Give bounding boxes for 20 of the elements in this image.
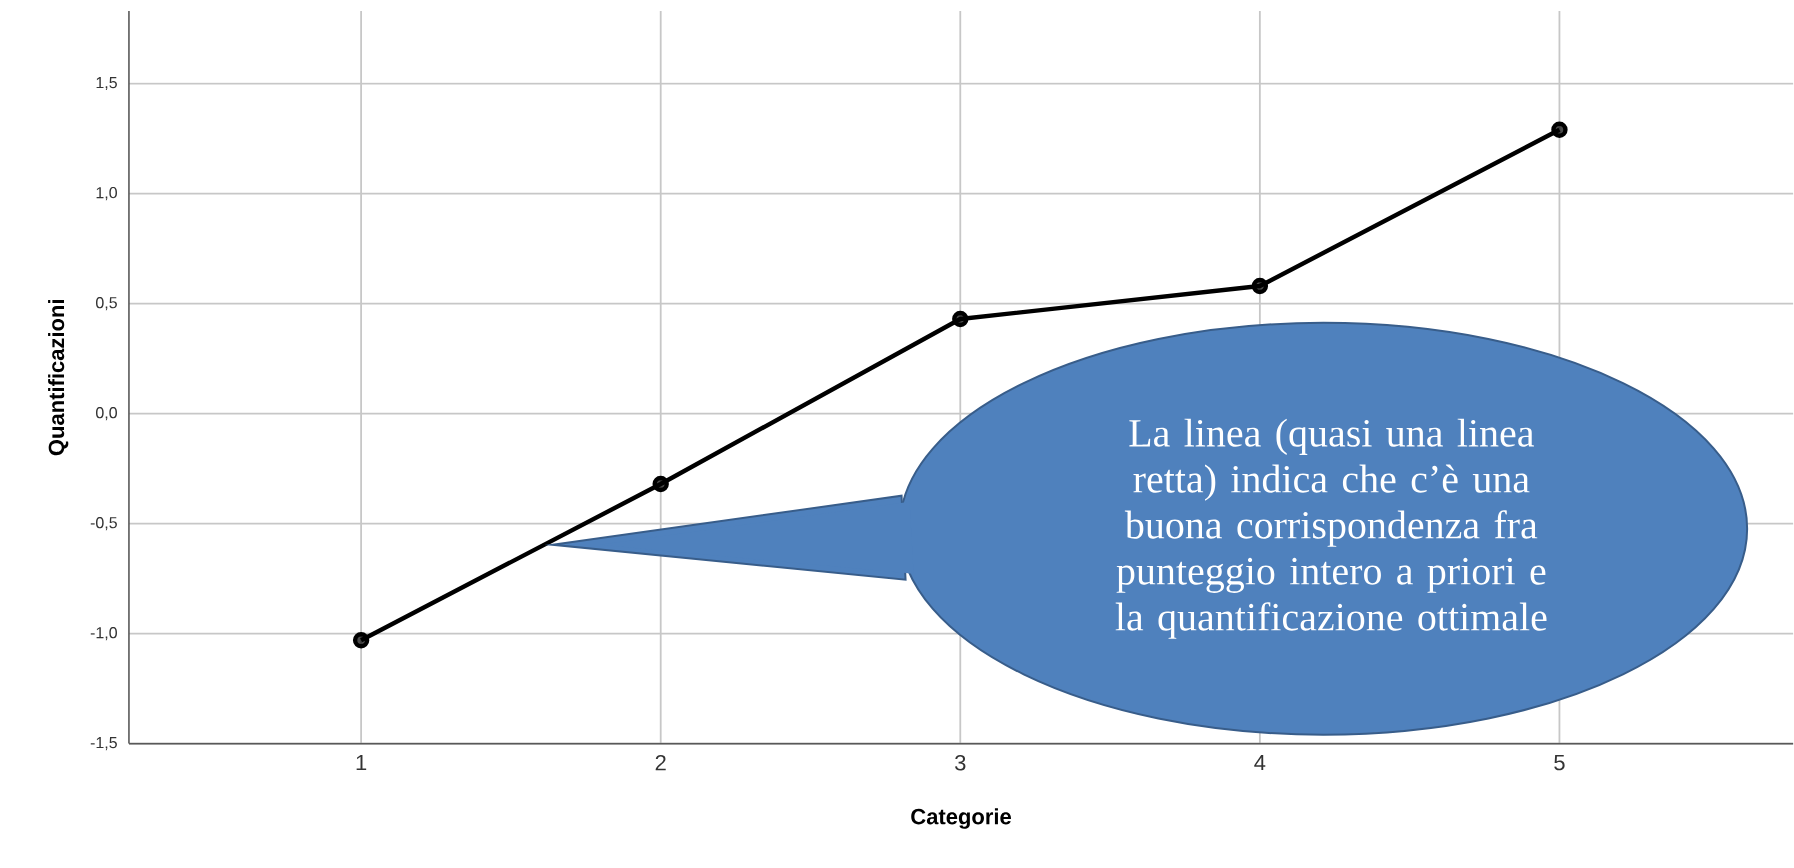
point (652, 476, 669, 493)
point (1251, 278, 1269, 295)
y-tick-label: 1,5 (96, 77, 117, 91)
y-tick-label: 0,5 (96, 297, 117, 311)
point (952, 311, 969, 328)
x-tick-label: 3 (955, 755, 966, 771)
x-axis-title: Categorie (911, 808, 1011, 830)
y-axis-title: Quantificazioni (48, 300, 69, 456)
x-tick-label: 4 (1254, 755, 1266, 771)
x-tick-label: 1 (356, 755, 367, 771)
x-tick-label: 5 (1554, 755, 1565, 771)
y-tick-label: -0,5 (90, 517, 117, 531)
y-tick-label: -1,5 (90, 737, 117, 751)
point (1551, 121, 1568, 139)
annotation: La linea (quasi una linea retta) indica che c’è una buona corrispondenza fra punteggio intero a priori e la quantificazione ottimale (1115, 418, 1547, 640)
point (352, 632, 370, 649)
y-tick-label: 0,0 (96, 407, 117, 421)
y-tick-label: 1,0 (96, 187, 117, 201)
x-tick-label: 2 (655, 755, 666, 771)
y-tick-label: -1,0 (90, 627, 117, 641)
